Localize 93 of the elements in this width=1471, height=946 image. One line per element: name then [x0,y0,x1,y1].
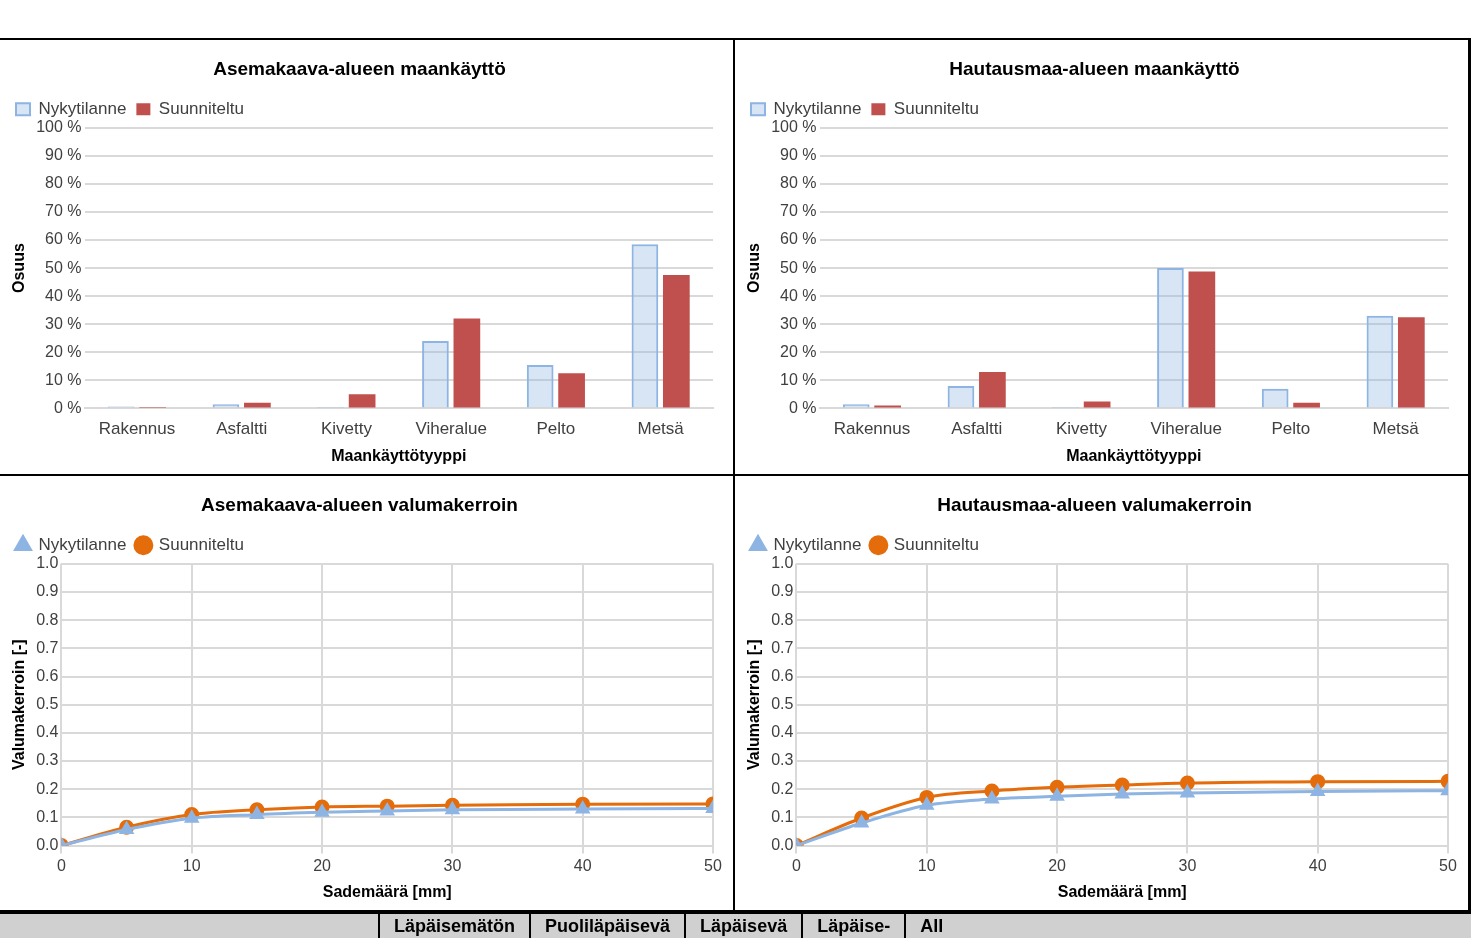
y-tick-label: 0.1 [36,807,59,825]
x-tick-label: Metsä [637,419,685,439]
y-tick-label: 0.8 [771,610,794,628]
y-tick-label: 0.2 [771,779,794,797]
y-tick-label: 100 % [771,118,817,136]
y-tick-label: 0.7 [771,638,794,656]
y-axis-title: Valumakerroin [-] [745,639,763,771]
y-tick-label: 50 % [780,258,817,276]
y-tick-label: 60 % [45,230,82,248]
y-tick-label: 0.4 [36,723,59,741]
y-tick-label: 90 % [780,146,817,164]
x-tick-label: Asfaltti [216,419,268,439]
x-tick-label: Rakennus [98,419,176,439]
y-tick-label: 0.7 [36,638,59,656]
y-tick-label: 1.0 [771,554,794,572]
x-tick-label: 0 [56,856,66,874]
y-axis-title: Valumakerroin [-] [10,639,28,771]
y-tick-label: 100 % [36,118,82,136]
x-tick-label: 20 [1048,856,1067,874]
text: All [904,914,958,938]
y-tick-label: 80 % [780,174,817,192]
x-tick-label: Pelto [1271,419,1311,439]
legend-label: Suunniteltu [893,534,979,554]
x-tick-label: 30 [1178,856,1197,874]
x-tick-label: 20 [313,856,332,874]
legend-label: Nykytilanne [38,534,127,554]
x-tick-label: 50 [1439,856,1457,874]
y-tick-label: 20 % [780,342,817,360]
x-tick-label: 10 [917,856,936,874]
x-tick-label: Pelto [536,419,576,439]
x-tick-label: 50 [704,856,722,874]
x-tick-label: Viheralue [1150,419,1222,439]
text: Puoliläpäisevä [529,914,685,938]
y-tick-label: 0.8 [36,610,59,628]
y-tick-label: 40 % [45,286,82,304]
y-tick-label: 30 % [45,314,82,332]
y-tick-label: 0.3 [771,751,794,769]
legend-label: Suunniteltu [158,534,244,554]
legend-label: Suunniteltu [158,98,244,118]
y-tick-label: 20 % [45,342,82,360]
y-tick-label: 0.4 [771,723,794,741]
y-tick-label: 50 % [45,258,82,276]
x-tick-label: 0 [791,856,801,874]
chart-title: Asemakaava-alueen maankäyttö [213,57,506,79]
y-tick-label: 0 % [788,398,817,416]
y-tick-label: 0 % [53,398,82,416]
x-tick-label: Kivetty [1055,419,1108,439]
x-tick-label: 40 [573,856,592,874]
y-tick-label: 70 % [45,202,82,220]
chart-title: Asemakaava-alueen valumakerroin [201,493,518,515]
x-tick-label: 40 [1308,856,1327,874]
chart-title: Hautausmaa-alueen maankäyttö [949,57,1240,79]
y-tick-label: 0.2 [36,779,59,797]
legend-label: Suunniteltu [893,98,979,118]
y-tick-label: 1.0 [36,554,59,572]
legend-label: Nykytilanne [38,98,127,118]
y-tick-label: 10 % [780,370,817,388]
x-axis-title: Sademäärä [mm] [322,882,452,900]
y-axis-title: Osuus [10,243,28,293]
y-tick-label: 0.3 [36,751,59,769]
y-axis-title: Osuus [745,243,763,293]
y-tick-label: 0.6 [36,666,59,684]
y-tick-label: 30 % [780,314,817,332]
text: Läpäisemätön [378,914,530,938]
chart-title: Hautausmaa-alueen valumakerroin [937,493,1252,515]
legend-label: Nykytilanne [773,98,862,118]
y-tick-label: 10 % [45,370,82,388]
y-tick-label: 60 % [780,230,817,248]
x-tick-label: Kivetty [320,419,373,439]
y-tick-label: 0.1 [771,807,794,825]
x-axis-title: Sademäärä [mm] [1057,882,1187,900]
x-tick-label: 10 [182,856,201,874]
y-tick-label: 70 % [780,202,817,220]
y-tick-label: 0.0 [771,836,794,854]
x-tick-label: Rakennus [833,419,911,439]
x-tick-label: Viheralue [415,419,487,439]
y-tick-label: 0.6 [771,666,794,684]
text: Läpäise- [801,914,905,938]
x-tick-label: 30 [443,856,462,874]
y-tick-label: 0.9 [771,582,794,600]
y-tick-label: 40 % [780,286,817,304]
y-tick-label: 90 % [45,146,82,164]
y-tick-label: 0.5 [771,695,794,713]
y-tick-label: 0.0 [36,836,59,854]
y-tick-label: 0.5 [36,695,59,713]
legend-label: Nykytilanne [773,534,862,554]
y-tick-label: 0.9 [36,582,59,600]
x-tick-label: Asfaltti [951,419,1003,439]
x-tick-label: Metsä [1372,419,1420,439]
x-axis-title: Maankäyttötyyppi [331,446,467,464]
text: Läpäisevä [684,914,802,938]
x-axis-title: Maankäyttötyyppi [1066,446,1202,464]
y-tick-label: 80 % [45,174,82,192]
